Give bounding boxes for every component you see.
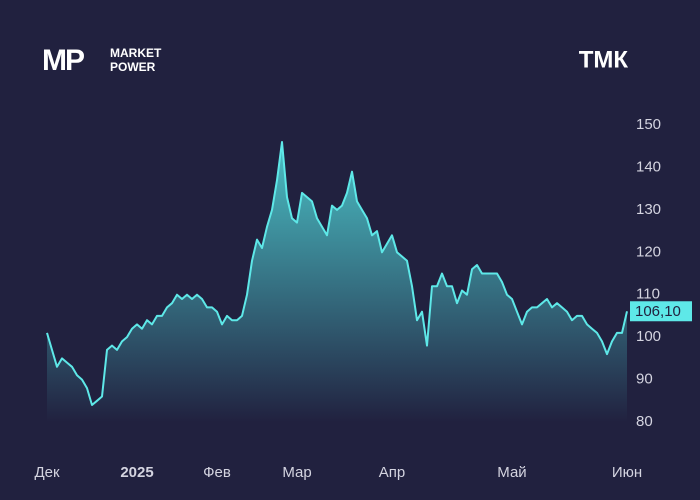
y-tick-label: 100 (636, 328, 661, 345)
x-tick-label: Дек (34, 464, 60, 481)
y-tick-label: 150 (636, 116, 661, 133)
y-tick-label: 120 (636, 243, 661, 260)
x-tick-label: Июн (612, 464, 642, 481)
x-tick-label: 2025 (120, 464, 153, 481)
chart-title: ТМК (579, 46, 629, 73)
price-tag (630, 301, 692, 322)
x-tick-label: Фев (203, 464, 231, 481)
y-tick-label: 90 (636, 371, 653, 388)
logo-mark: MP (42, 44, 84, 77)
logo-text: MARKET (110, 46, 162, 60)
x-tick-label: Мар (282, 464, 311, 481)
y-tick-label: 110 (636, 286, 660, 303)
y-tick-label: 80 (636, 413, 653, 430)
logo-text: POWER (110, 60, 156, 74)
x-tick-label: Апр (379, 464, 405, 481)
line (46, 141, 628, 406)
x-tick-label: Май (497, 464, 526, 481)
price-tag-label: 106,10 (635, 303, 681, 320)
y-tick-label: 140 (636, 158, 661, 175)
area (47, 142, 627, 422)
y-tick-label: 130 (636, 201, 661, 218)
